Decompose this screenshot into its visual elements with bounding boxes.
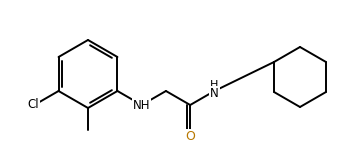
Text: N: N xyxy=(210,86,219,100)
Text: Cl: Cl xyxy=(27,97,39,111)
Text: NH: NH xyxy=(133,98,150,112)
Text: H: H xyxy=(210,80,219,90)
Text: O: O xyxy=(185,130,195,142)
